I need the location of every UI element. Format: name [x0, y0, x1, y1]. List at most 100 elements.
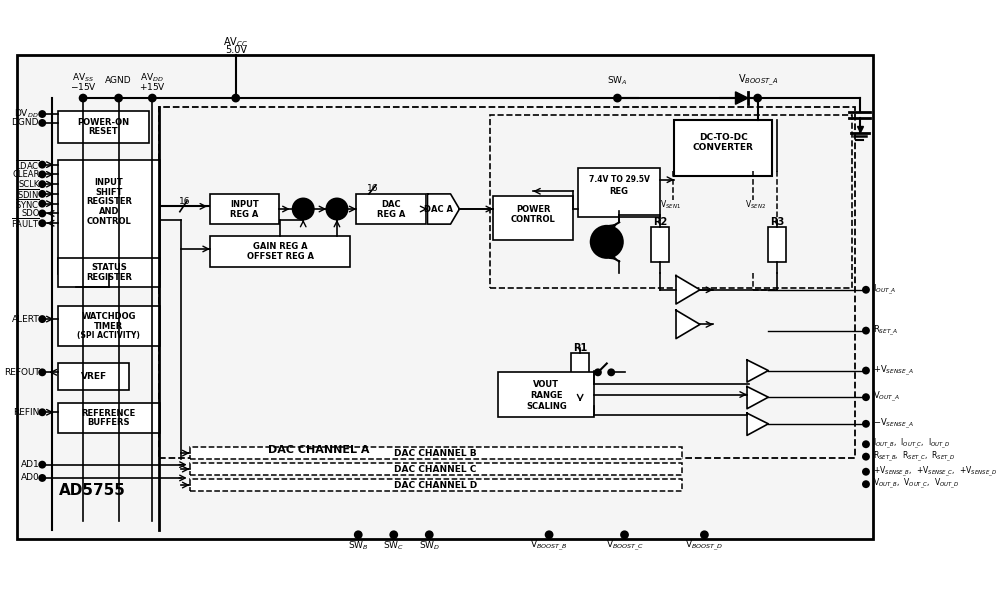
Text: SDO: SDO [21, 209, 40, 218]
Text: $+$V$_{SENSE\_B}$,  $+$V$_{SENSE\_C}$,  $+$V$_{SENSE\_D}$: $+$V$_{SENSE\_B}$, $+$V$_{SENSE\_C}$, $+… [873, 465, 997, 479]
Text: DAC CHANNEL D: DAC CHANNEL D [394, 481, 477, 490]
Bar [675, 120, 771, 176]
Text: GAIN REG A: GAIN REG A [252, 242, 307, 251]
Circle shape [863, 394, 869, 400]
Bar [651, 227, 669, 262]
Bar [58, 160, 161, 274]
Circle shape [149, 95, 156, 102]
Bar [58, 305, 161, 346]
Circle shape [39, 220, 45, 226]
Bar [571, 353, 589, 384]
Bar [58, 403, 161, 433]
Circle shape [39, 409, 45, 416]
Circle shape [39, 462, 45, 468]
Bar [210, 236, 350, 267]
Text: +: + [331, 202, 342, 215]
Text: V$_{BOOST\_D}$: V$_{BOOST\_D}$ [686, 538, 724, 553]
Text: OFFSET REG A: OFFSET REG A [247, 252, 313, 260]
Bar [190, 447, 683, 459]
Circle shape [426, 531, 433, 538]
Circle shape [39, 171, 45, 178]
Text: SW$_A$: SW$_A$ [607, 74, 628, 86]
Circle shape [39, 475, 45, 481]
Circle shape [39, 162, 45, 168]
Circle shape [233, 95, 240, 102]
Text: V$_{BOOST\_C}$: V$_{BOOST\_C}$ [606, 538, 644, 553]
Circle shape [39, 316, 45, 322]
Text: $\overline{\rm SYNC}$: $\overline{\rm SYNC}$ [15, 197, 40, 211]
Text: DV$_{DD}$: DV$_{DD}$ [14, 108, 39, 120]
Text: AV$_{DD}$: AV$_{DD}$ [141, 72, 165, 84]
Circle shape [614, 95, 621, 102]
Text: V$_{BOOST\_A}$: V$_{BOOST\_A}$ [738, 73, 777, 88]
Text: R1: R1 [573, 343, 587, 353]
Text: V$_{OUT\_A}$: V$_{OUT\_A}$ [873, 390, 900, 404]
Text: $\overline{\rm FAULT}$: $\overline{\rm FAULT}$ [11, 216, 40, 230]
Circle shape [863, 453, 869, 460]
Circle shape [326, 198, 347, 220]
Text: DAC CHANNEL C: DAC CHANNEL C [394, 465, 477, 474]
Bar [579, 168, 660, 217]
Polygon shape [676, 310, 700, 339]
Text: $\overline{\rm LDAC}$: $\overline{\rm LDAC}$ [15, 157, 40, 172]
Text: SCALING: SCALING [526, 401, 567, 411]
Text: VREF: VREF [81, 372, 107, 381]
Text: R$_{SET\_B}$,  R$_{SET\_C}$,  R$_{SET\_D}$: R$_{SET\_B}$, R$_{SET\_C}$, R$_{SET\_D}$ [873, 449, 956, 464]
Text: POWER: POWER [516, 204, 550, 214]
Circle shape [863, 327, 869, 334]
Text: R$_{SET\_A}$: R$_{SET\_A}$ [873, 323, 898, 338]
Text: AV$_{SS}$: AV$_{SS}$ [72, 72, 94, 84]
Text: ALERT: ALERT [12, 314, 40, 324]
Circle shape [863, 441, 869, 448]
Circle shape [863, 469, 869, 475]
Text: AV$_{CC}$: AV$_{CC}$ [224, 36, 249, 49]
Circle shape [39, 210, 45, 217]
Text: BUFFERS: BUFFERS [88, 419, 130, 427]
Text: DC-TO-DC: DC-TO-DC [699, 133, 748, 141]
Bar [493, 196, 573, 240]
Circle shape [80, 95, 87, 102]
Text: 16: 16 [366, 184, 378, 193]
Bar [58, 111, 149, 143]
Text: V$_{SEN1}$: V$_{SEN1}$ [661, 198, 682, 211]
Text: REGISTER: REGISTER [86, 273, 132, 282]
Text: REFOUT: REFOUT [4, 368, 40, 377]
Circle shape [754, 95, 761, 102]
Bar [768, 227, 786, 262]
Text: DAC CHANNEL B: DAC CHANNEL B [394, 449, 477, 458]
Bar [356, 194, 426, 224]
Bar [58, 363, 129, 390]
Text: V$_{OUT\_B}$,  V$_{OUT\_C}$,  V$_{OUT\_D}$: V$_{OUT\_B}$, V$_{OUT\_C}$, V$_{OUT\_D}$ [873, 477, 959, 491]
Text: REFIN: REFIN [13, 408, 40, 417]
Bar [190, 479, 683, 491]
Text: $\overline{\rm SDIN}$: $\overline{\rm SDIN}$ [17, 187, 40, 201]
Circle shape [39, 191, 45, 197]
Circle shape [621, 531, 628, 538]
Text: REGISTER: REGISTER [86, 197, 132, 207]
Text: R3: R3 [770, 217, 784, 227]
Circle shape [292, 198, 313, 220]
Text: SW$_C$: SW$_C$ [383, 539, 404, 552]
Text: 7.4V TO 29.5V: 7.4V TO 29.5V [589, 175, 650, 184]
Text: DAC CHANNEL A: DAC CHANNEL A [267, 445, 369, 455]
Text: $+$V$_{SENSE\_A}$: $+$V$_{SENSE\_A}$ [873, 363, 914, 378]
Polygon shape [427, 194, 459, 224]
Polygon shape [736, 92, 748, 104]
Text: VOUT: VOUT [533, 380, 560, 390]
Circle shape [39, 120, 45, 126]
Text: SHIFT: SHIFT [95, 188, 123, 197]
Circle shape [390, 531, 397, 538]
Text: I$_{OUT\_B}$,  I$_{OUT\_C}$,  I$_{OUT\_D}$: I$_{OUT\_B}$, I$_{OUT\_C}$, I$_{OUT\_D}$ [873, 437, 950, 452]
Circle shape [39, 369, 45, 375]
Bar [210, 194, 279, 224]
Circle shape [39, 111, 45, 117]
Bar [58, 258, 161, 287]
Text: AD1: AD1 [21, 460, 40, 469]
Text: R2: R2 [653, 217, 667, 227]
Bar [190, 463, 683, 475]
Text: RANGE: RANGE [530, 391, 563, 400]
Circle shape [591, 226, 623, 258]
Text: REG A: REG A [231, 210, 258, 219]
Text: DAC A: DAC A [423, 204, 453, 214]
Polygon shape [748, 413, 768, 435]
